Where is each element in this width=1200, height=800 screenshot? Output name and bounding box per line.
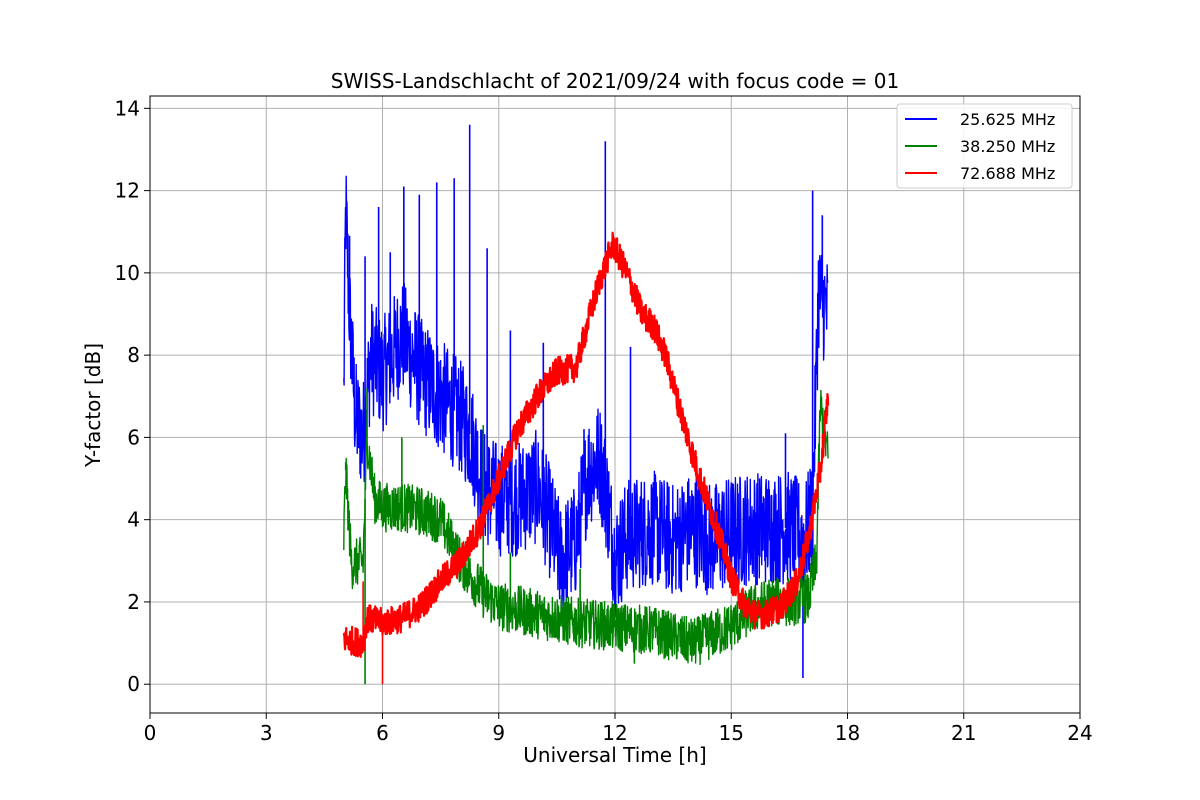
- legend-label: 72.688 MHz: [960, 164, 1055, 183]
- y-tick-label: 12: [115, 179, 140, 203]
- x-tick-label: 18: [835, 721, 860, 745]
- x-tick-label: 9: [492, 721, 505, 745]
- series-line-1: [343, 175, 829, 618]
- x-tick-label: 24: [1067, 721, 1092, 745]
- y-tick-label: 6: [127, 425, 140, 449]
- legend-box: [896, 103, 1073, 189]
- x-tick-label: 21: [951, 721, 976, 745]
- y-tick-label: 14: [115, 96, 140, 120]
- series-line-2: [343, 389, 829, 666]
- x-axis-label: Universal Time [h]: [523, 743, 706, 767]
- x-tick-label: 6: [376, 721, 389, 745]
- y-tick-label: 2: [127, 590, 140, 614]
- series-line-3: [342, 231, 830, 658]
- x-tick-label: 15: [719, 721, 744, 745]
- chart-title: SWISS-Landschlacht of 2021/09/24 with fo…: [331, 69, 899, 93]
- series-group: [342, 124, 830, 685]
- x-tick-label: 12: [602, 721, 627, 745]
- legend-label: 38.250 MHz: [960, 137, 1055, 156]
- y-axis-label: Y-factor [dB]: [81, 343, 105, 468]
- y-tick-label: 10: [115, 261, 140, 285]
- legend-label: 25.625 MHz: [960, 110, 1055, 129]
- y-tick-label: 8: [127, 343, 140, 367]
- y-tick-label: 4: [127, 508, 140, 532]
- x-tick-label: 3: [260, 721, 273, 745]
- x-tick-label: 0: [144, 721, 157, 745]
- legend: 25.625 MHz 38.250 MHz 72.688 MHz: [896, 103, 1073, 189]
- y-tick-label: 0: [127, 672, 140, 696]
